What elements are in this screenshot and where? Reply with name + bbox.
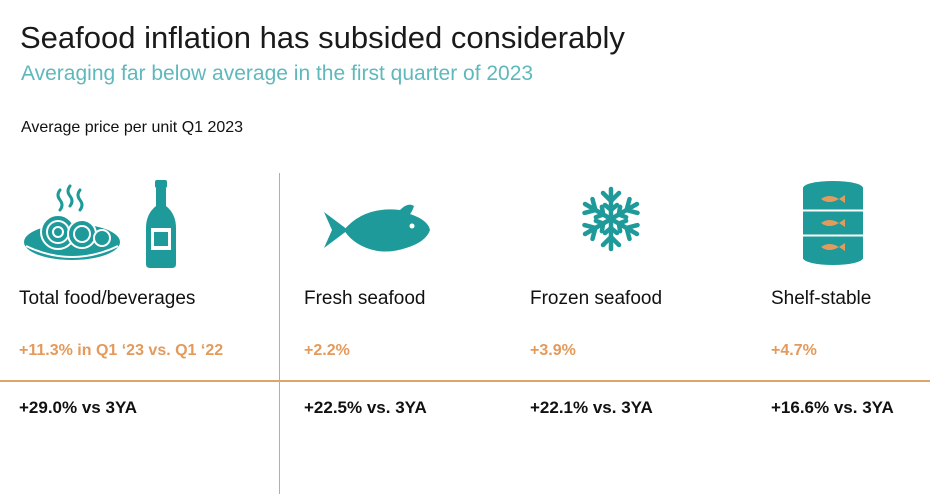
yoy-fresh-seafood: +2.2% — [304, 342, 350, 359]
category-shelf-stable: Shelf-stable — [771, 288, 872, 309]
page-title: Seafood inflation has subsided considera… — [20, 20, 625, 55]
vertical-divider — [279, 173, 280, 494]
three-year-total-food-beverages: +29.0% vs 3YA — [19, 398, 137, 417]
three-year-shelf-stable: +16.6% vs. 3YA — [771, 398, 894, 417]
three-year-fresh-seafood: +22.5% vs. 3YA — [304, 398, 427, 417]
yoy-total-food-beverages: +11.3% in Q1 ‘23 vs. Q1 ‘22 — [19, 342, 224, 359]
metric-label: Average price per unit Q1 2023 — [21, 119, 244, 136]
three-year-frozen-seafood: +22.1% vs. 3YA — [530, 398, 653, 417]
category-total-food-beverages: Total food/beverages — [19, 288, 196, 309]
bottle-icon — [146, 180, 176, 268]
category-fresh-seafood: Fresh seafood — [304, 288, 426, 309]
fish-icon — [324, 204, 430, 252]
yoy-frozen-seafood: +3.9% — [530, 342, 576, 359]
snowflake-icon — [582, 186, 640, 252]
yoy-shelf-stable: +4.7% — [771, 342, 817, 359]
page-subtitle: Averaging far below average in the first… — [21, 62, 534, 85]
category-frozen-seafood: Frozen seafood — [530, 288, 663, 309]
food-plate-icon — [24, 184, 120, 260]
canned-fish-icon — [803, 181, 863, 265]
horizontal-divider — [0, 380, 930, 382]
